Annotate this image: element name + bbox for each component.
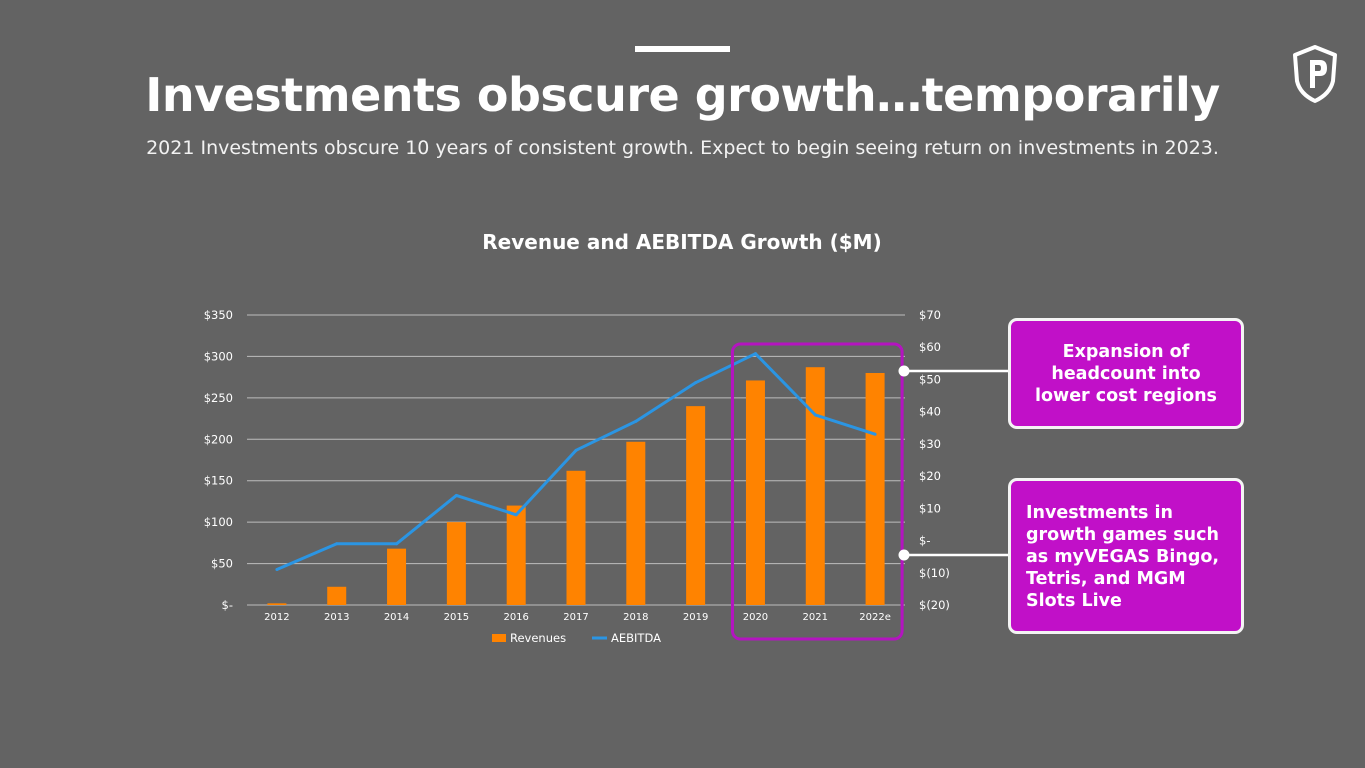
callout-connector-dot-bottom [898, 549, 910, 561]
x-axis-tick-label: 2014 [384, 612, 409, 623]
revenue-bar [267, 603, 287, 605]
right-axis-tick-label: $70 [919, 308, 941, 322]
title-accent-bar [635, 46, 730, 52]
revenue-bar [805, 367, 825, 605]
right-axis-tick-label: $(10) [919, 566, 950, 580]
chart-title: Revenue and AEBITDA Growth ($M) [482, 230, 881, 254]
highlight-box [730, 342, 904, 641]
aebitda-point [753, 352, 757, 356]
right-axis-tick-label: $30 [919, 437, 941, 451]
x-axis-tick-label: 2021 [803, 612, 828, 623]
right-axis-tick-label: $10 [919, 501, 941, 515]
left-axis-tick-label: $150 [204, 474, 233, 488]
left-axis-tick-label: $200 [204, 432, 233, 446]
left-axis-tick-label: $- [222, 598, 233, 612]
left-axis-tick-label: $300 [204, 349, 233, 363]
x-axis-tick-label: 2020 [743, 612, 768, 623]
right-axis-tick-label: $20 [919, 469, 941, 483]
revenue-bar [446, 522, 466, 605]
revenue-bar [865, 373, 885, 605]
aebitda-point [395, 542, 399, 546]
page-title: Investments obscure growth…temporarily [145, 68, 1220, 122]
right-axis-tick-label: $60 [919, 340, 941, 354]
revenue-bar [506, 505, 526, 605]
x-axis-tick-label: 2013 [324, 612, 349, 623]
right-axis-tick-label: $50 [919, 372, 941, 386]
aebitda-point [634, 419, 638, 423]
aebitda-point [335, 542, 339, 546]
x-axis-tick-label: 2016 [503, 612, 528, 623]
left-axis-tick-label: $100 [204, 515, 233, 529]
callout-connector-dot-top [898, 365, 910, 377]
right-axis-tick-label: $- [919, 534, 930, 548]
aebitda-point [454, 493, 458, 497]
left-axis-tick-label: $50 [211, 557, 233, 571]
revenue-bar [566, 470, 586, 605]
left-axis-tick-label: $250 [204, 391, 233, 405]
aebitda-point [574, 448, 578, 452]
x-axis-tick-label: 2019 [683, 612, 708, 623]
left-axis-tick-label: $350 [204, 308, 233, 322]
right-axis-tick-label: $(20) [919, 598, 950, 612]
revenue-bar [327, 586, 347, 605]
page-subtitle: 2021 Investments obscure 10 years of con… [146, 137, 1219, 159]
legend-label-revenues: Revenues [510, 631, 566, 645]
aebitda-point [694, 381, 698, 385]
x-axis-tick-label: 2017 [563, 612, 588, 623]
right-axis-tick-label: $40 [919, 405, 941, 419]
aebitda-point [873, 432, 877, 436]
legend-label-aebitda: AEBITDA [611, 631, 661, 645]
shield-p-logo-icon [1293, 45, 1337, 103]
x-axis-tick-label: 2018 [623, 612, 648, 623]
aebitda-point [275, 568, 279, 572]
x-axis-tick-label: 2012 [264, 612, 289, 623]
x-axis-tick-label: 2015 [444, 612, 469, 623]
aebitda-point [813, 413, 817, 417]
x-axis-tick-label: 2022e [859, 612, 891, 623]
aebitda-point [514, 513, 518, 517]
revenue-bar [626, 441, 646, 605]
callout-growth-games-investment: Investments in growth games such as myVE… [1008, 478, 1244, 634]
revenue-bar [745, 380, 765, 605]
legend-swatch-revenues [492, 634, 506, 642]
revenue-bar [387, 548, 407, 605]
revenue-bar [686, 406, 706, 605]
callout-headcount-expansion: Expansion of headcount into lower cost r… [1008, 318, 1244, 429]
